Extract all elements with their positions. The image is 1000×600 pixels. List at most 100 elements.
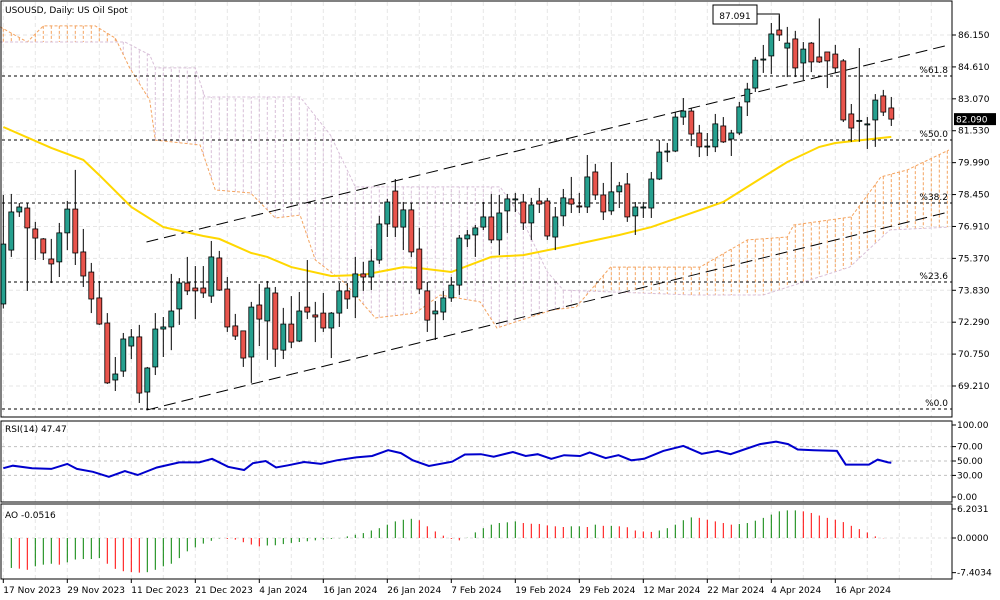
candle xyxy=(192,287,199,292)
candle xyxy=(656,151,663,180)
rsi-axis-label: 0.00 xyxy=(957,493,977,503)
candle xyxy=(256,304,263,320)
price-axis-label: 78.450 xyxy=(958,191,990,201)
date-axis-label: 22 Mar 2024 xyxy=(707,586,764,596)
candle xyxy=(664,150,671,153)
candle xyxy=(424,290,431,321)
candle xyxy=(552,216,559,238)
candle xyxy=(0,243,7,305)
date-axis-label: 19 Feb 2024 xyxy=(515,586,571,596)
main-panel-border xyxy=(0,0,953,418)
senkou-span-b xyxy=(0,41,949,296)
candle xyxy=(128,336,135,347)
candle xyxy=(600,194,607,213)
candle xyxy=(160,326,167,330)
channel-upper-line[interactable] xyxy=(146,44,950,243)
rsi-axis-label: 30.00 xyxy=(957,471,983,481)
candle xyxy=(480,216,487,228)
rsi-axis-label: 100.00 xyxy=(957,421,989,431)
moving-average xyxy=(2,126,892,278)
candle xyxy=(592,171,599,196)
price-axis-label: 73.830 xyxy=(958,286,990,296)
candle xyxy=(824,51,831,62)
candle xyxy=(440,297,447,313)
ao-panel-border xyxy=(0,503,953,580)
candle xyxy=(816,56,823,63)
candle xyxy=(640,206,647,209)
date-axis-label: 11 Dec 2023 xyxy=(131,586,189,596)
candle xyxy=(544,200,551,237)
candle xyxy=(208,256,215,297)
price-axis-label: 83.070 xyxy=(958,95,990,105)
channel-lower-line[interactable] xyxy=(146,211,950,411)
candle xyxy=(376,223,383,261)
fibonacci-levels[interactable]: %61.8 %50.0 %38.2 %23.6 %0.0 xyxy=(2,66,952,410)
candle xyxy=(72,208,79,254)
candle xyxy=(384,201,391,225)
candle xyxy=(752,59,759,89)
price-axis-label: 70.750 xyxy=(958,350,990,360)
candle xyxy=(848,113,855,129)
trend-channel[interactable] xyxy=(146,44,950,411)
current-price-label: 82.090 xyxy=(956,116,988,126)
candle xyxy=(776,29,783,36)
candle xyxy=(712,123,719,148)
candle xyxy=(408,209,415,253)
candle xyxy=(464,234,471,240)
candle xyxy=(840,60,847,121)
date-axis-label: 29 Nov 2023 xyxy=(67,586,125,596)
candle xyxy=(568,198,575,205)
ichimoku-cloud xyxy=(0,25,950,329)
grid xyxy=(2,2,952,579)
candle xyxy=(736,106,743,134)
candle xyxy=(200,287,207,294)
candle xyxy=(616,185,623,193)
candle xyxy=(632,206,639,217)
ao-axis-label: -7.4034 xyxy=(957,569,992,579)
candle xyxy=(176,282,183,310)
candle xyxy=(432,310,439,315)
date-axis-label: 16 Apr 2024 xyxy=(835,586,891,596)
candle xyxy=(272,292,279,350)
candle xyxy=(872,99,879,121)
candle xyxy=(768,33,775,57)
candle xyxy=(744,88,751,103)
candle xyxy=(416,248,423,290)
date-axis-label: 4 Jan 2024 xyxy=(259,586,307,596)
candle xyxy=(136,336,143,394)
candle xyxy=(8,211,15,251)
candle xyxy=(368,260,375,278)
ao-axis-label: 0.0000 xyxy=(957,534,989,544)
candle xyxy=(888,107,895,120)
candle xyxy=(832,53,839,69)
candle xyxy=(304,306,311,313)
candle xyxy=(792,38,799,69)
price-axis-label: 84.610 xyxy=(958,63,990,73)
candle xyxy=(704,145,711,148)
candle xyxy=(672,116,679,152)
moving-average-line xyxy=(2,126,892,278)
rsi-line xyxy=(3,440,892,478)
candle xyxy=(456,237,463,286)
date-axis-label: 26 Jan 2024 xyxy=(387,586,441,596)
candle xyxy=(104,322,111,384)
price-axis-label: 76.910 xyxy=(958,222,990,232)
candle xyxy=(264,287,271,322)
candle xyxy=(280,323,287,351)
candle xyxy=(16,206,23,213)
date-axis-label: 16 Jan 2024 xyxy=(323,586,377,596)
price-axis-label: 86.150 xyxy=(958,31,990,41)
price-axis-label: 75.370 xyxy=(958,254,990,264)
candle xyxy=(488,216,495,241)
candle xyxy=(528,204,535,224)
rsi-title: RSI(14) 47.47 xyxy=(5,425,67,435)
candle xyxy=(64,208,71,234)
candle xyxy=(40,238,47,254)
senkou-span-a xyxy=(0,25,950,329)
candle xyxy=(80,251,87,277)
candle xyxy=(96,297,103,325)
candle xyxy=(648,178,655,209)
candle xyxy=(728,132,735,140)
